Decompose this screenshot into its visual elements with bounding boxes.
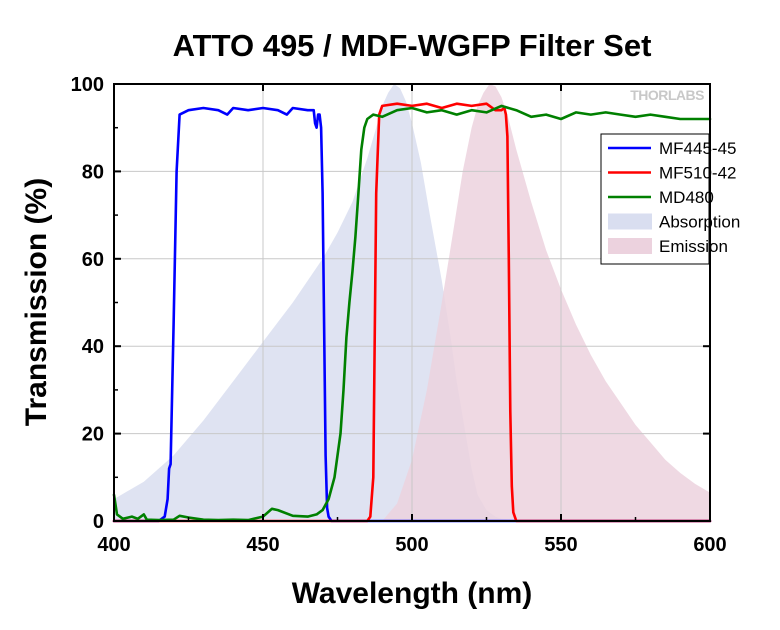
legend-label-md480: MD480 (659, 188, 714, 207)
thorlabs-watermark: THORLABS (630, 87, 704, 103)
legend: MF445-45 MF510-42 MD480 Absorption Emission (600, 133, 740, 265)
legend-swatch-emission (608, 238, 652, 254)
legend-label-absorption: Absorption (659, 213, 740, 232)
legend-swatch-absorption (608, 213, 652, 230)
x-tick-label: 500 (395, 534, 428, 556)
x-tick-label: 550 (544, 534, 577, 556)
x-tick-label: 450 (246, 534, 279, 556)
filter-curves (112, 102, 712, 523)
x-tick-label: 400 (97, 534, 130, 556)
x-tick-label: 600 (693, 534, 726, 556)
line-md480 (112, 104, 712, 522)
legend-label-mf510-42: MF510-42 (659, 164, 736, 183)
y-tick-label: 40 (82, 336, 104, 358)
legend-label-emission: Emission (659, 237, 728, 256)
line-mf510-42 (112, 102, 712, 523)
x-axis-label: Wavelength (nm) (292, 577, 533, 610)
line-mf445-45 (112, 106, 712, 523)
area-emission (382, 84, 710, 521)
y-axis-label: Transmission (%) (20, 178, 53, 426)
y-tick-label: 80 (82, 161, 104, 183)
tick-labels: 400 450 500 550 600 0 20 40 60 80 100 (71, 74, 727, 556)
y-tick-label: 100 (71, 74, 104, 96)
y-tick-label: 60 (82, 249, 104, 271)
y-tick-label: 0 (93, 511, 104, 533)
y-tick-label: 20 (82, 424, 104, 446)
legend-label-mf445-45: MF445-45 (659, 139, 736, 158)
axis-ticks (113, 83, 711, 522)
chart-title: ATTO 495 / MDF-WGFP Filter Set (173, 28, 652, 63)
